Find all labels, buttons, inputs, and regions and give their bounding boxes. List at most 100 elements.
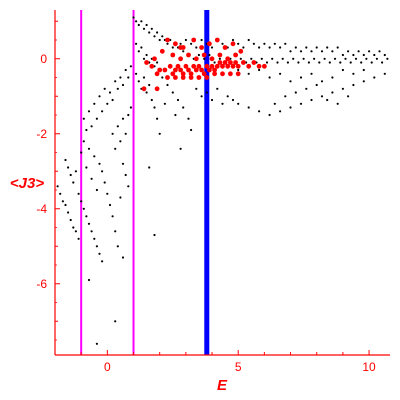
black-point xyxy=(273,102,276,105)
black-point xyxy=(103,87,106,90)
black-point xyxy=(299,102,303,105)
black-point xyxy=(106,192,109,195)
red-point xyxy=(235,71,241,77)
black-point xyxy=(87,110,91,113)
black-point xyxy=(142,76,146,79)
black-point xyxy=(320,95,324,98)
black-point xyxy=(221,102,224,105)
black-point xyxy=(242,46,245,49)
red-point xyxy=(167,63,173,69)
black-point xyxy=(258,46,261,49)
black-point xyxy=(218,57,221,60)
black-point xyxy=(95,245,98,248)
red-point xyxy=(214,37,220,43)
black-point xyxy=(190,128,193,132)
black-point xyxy=(373,76,376,79)
black-point xyxy=(87,278,91,282)
y-axis-label: <J3> xyxy=(10,175,44,192)
black-point xyxy=(226,95,229,98)
black-point xyxy=(352,72,355,75)
black-point xyxy=(370,61,373,64)
black-point xyxy=(318,61,321,64)
black-point xyxy=(190,42,193,45)
x-tick-label: 5 xyxy=(235,360,242,374)
black-point xyxy=(237,42,240,45)
red-point xyxy=(196,63,202,69)
red-point xyxy=(188,71,194,77)
black-point xyxy=(82,140,85,143)
black-point xyxy=(132,16,135,19)
black-point xyxy=(150,98,153,102)
black-point xyxy=(182,50,185,53)
black-point xyxy=(182,106,185,109)
red-point xyxy=(165,37,170,43)
red-point xyxy=(199,67,205,73)
black-point xyxy=(237,68,240,72)
black-point xyxy=(362,53,365,57)
black-point xyxy=(265,61,269,64)
black-point xyxy=(114,230,117,233)
black-point xyxy=(153,233,156,237)
red-point xyxy=(201,71,207,77)
black-point xyxy=(289,50,292,53)
red-point xyxy=(207,41,212,47)
red-point xyxy=(230,63,236,69)
black-point xyxy=(305,46,308,49)
black-point xyxy=(268,113,271,117)
black-point xyxy=(95,117,98,120)
black-point xyxy=(135,20,138,23)
red-point xyxy=(149,63,155,69)
black-point xyxy=(179,42,182,45)
red-point xyxy=(204,75,210,80)
black-point xyxy=(326,46,329,49)
black-point xyxy=(279,46,282,49)
black-point xyxy=(129,65,132,68)
black-point xyxy=(179,147,182,150)
red-point xyxy=(170,52,176,58)
black-point xyxy=(336,46,339,49)
black-point xyxy=(352,83,355,87)
black-point xyxy=(127,113,130,117)
black-point xyxy=(263,42,266,45)
black-point xyxy=(171,46,174,49)
black-point xyxy=(305,87,308,90)
red-point xyxy=(170,71,176,77)
red-point xyxy=(220,63,225,69)
black-point xyxy=(289,106,292,109)
red-point xyxy=(262,63,267,69)
black-point xyxy=(119,76,122,79)
black-point xyxy=(93,237,96,240)
black-point xyxy=(174,113,177,117)
black-point xyxy=(210,98,214,102)
black-point xyxy=(72,181,75,184)
red-point xyxy=(180,71,186,77)
black-point xyxy=(195,87,198,90)
black-point xyxy=(111,215,114,218)
black-point xyxy=(129,106,132,109)
black-point xyxy=(98,252,101,255)
red-point xyxy=(199,45,205,50)
black-point xyxy=(114,147,117,150)
red-point xyxy=(173,75,178,80)
black-point xyxy=(331,91,334,94)
black-point xyxy=(127,76,130,79)
red-point xyxy=(233,60,239,65)
black-point xyxy=(166,83,169,87)
black-point xyxy=(333,57,337,60)
black-point xyxy=(310,98,313,102)
black-point xyxy=(237,102,240,105)
black-point xyxy=(386,57,389,60)
red-point xyxy=(222,60,228,65)
red-point xyxy=(209,63,215,69)
black-point xyxy=(148,166,151,169)
black-point xyxy=(258,110,261,113)
black-point xyxy=(69,218,72,222)
black-point xyxy=(64,158,67,162)
red-point xyxy=(220,71,225,77)
black-point xyxy=(195,46,198,49)
black-point xyxy=(203,57,206,60)
black-point xyxy=(156,117,159,120)
black-point xyxy=(87,222,91,225)
x-tick-label: 0 xyxy=(104,360,111,374)
